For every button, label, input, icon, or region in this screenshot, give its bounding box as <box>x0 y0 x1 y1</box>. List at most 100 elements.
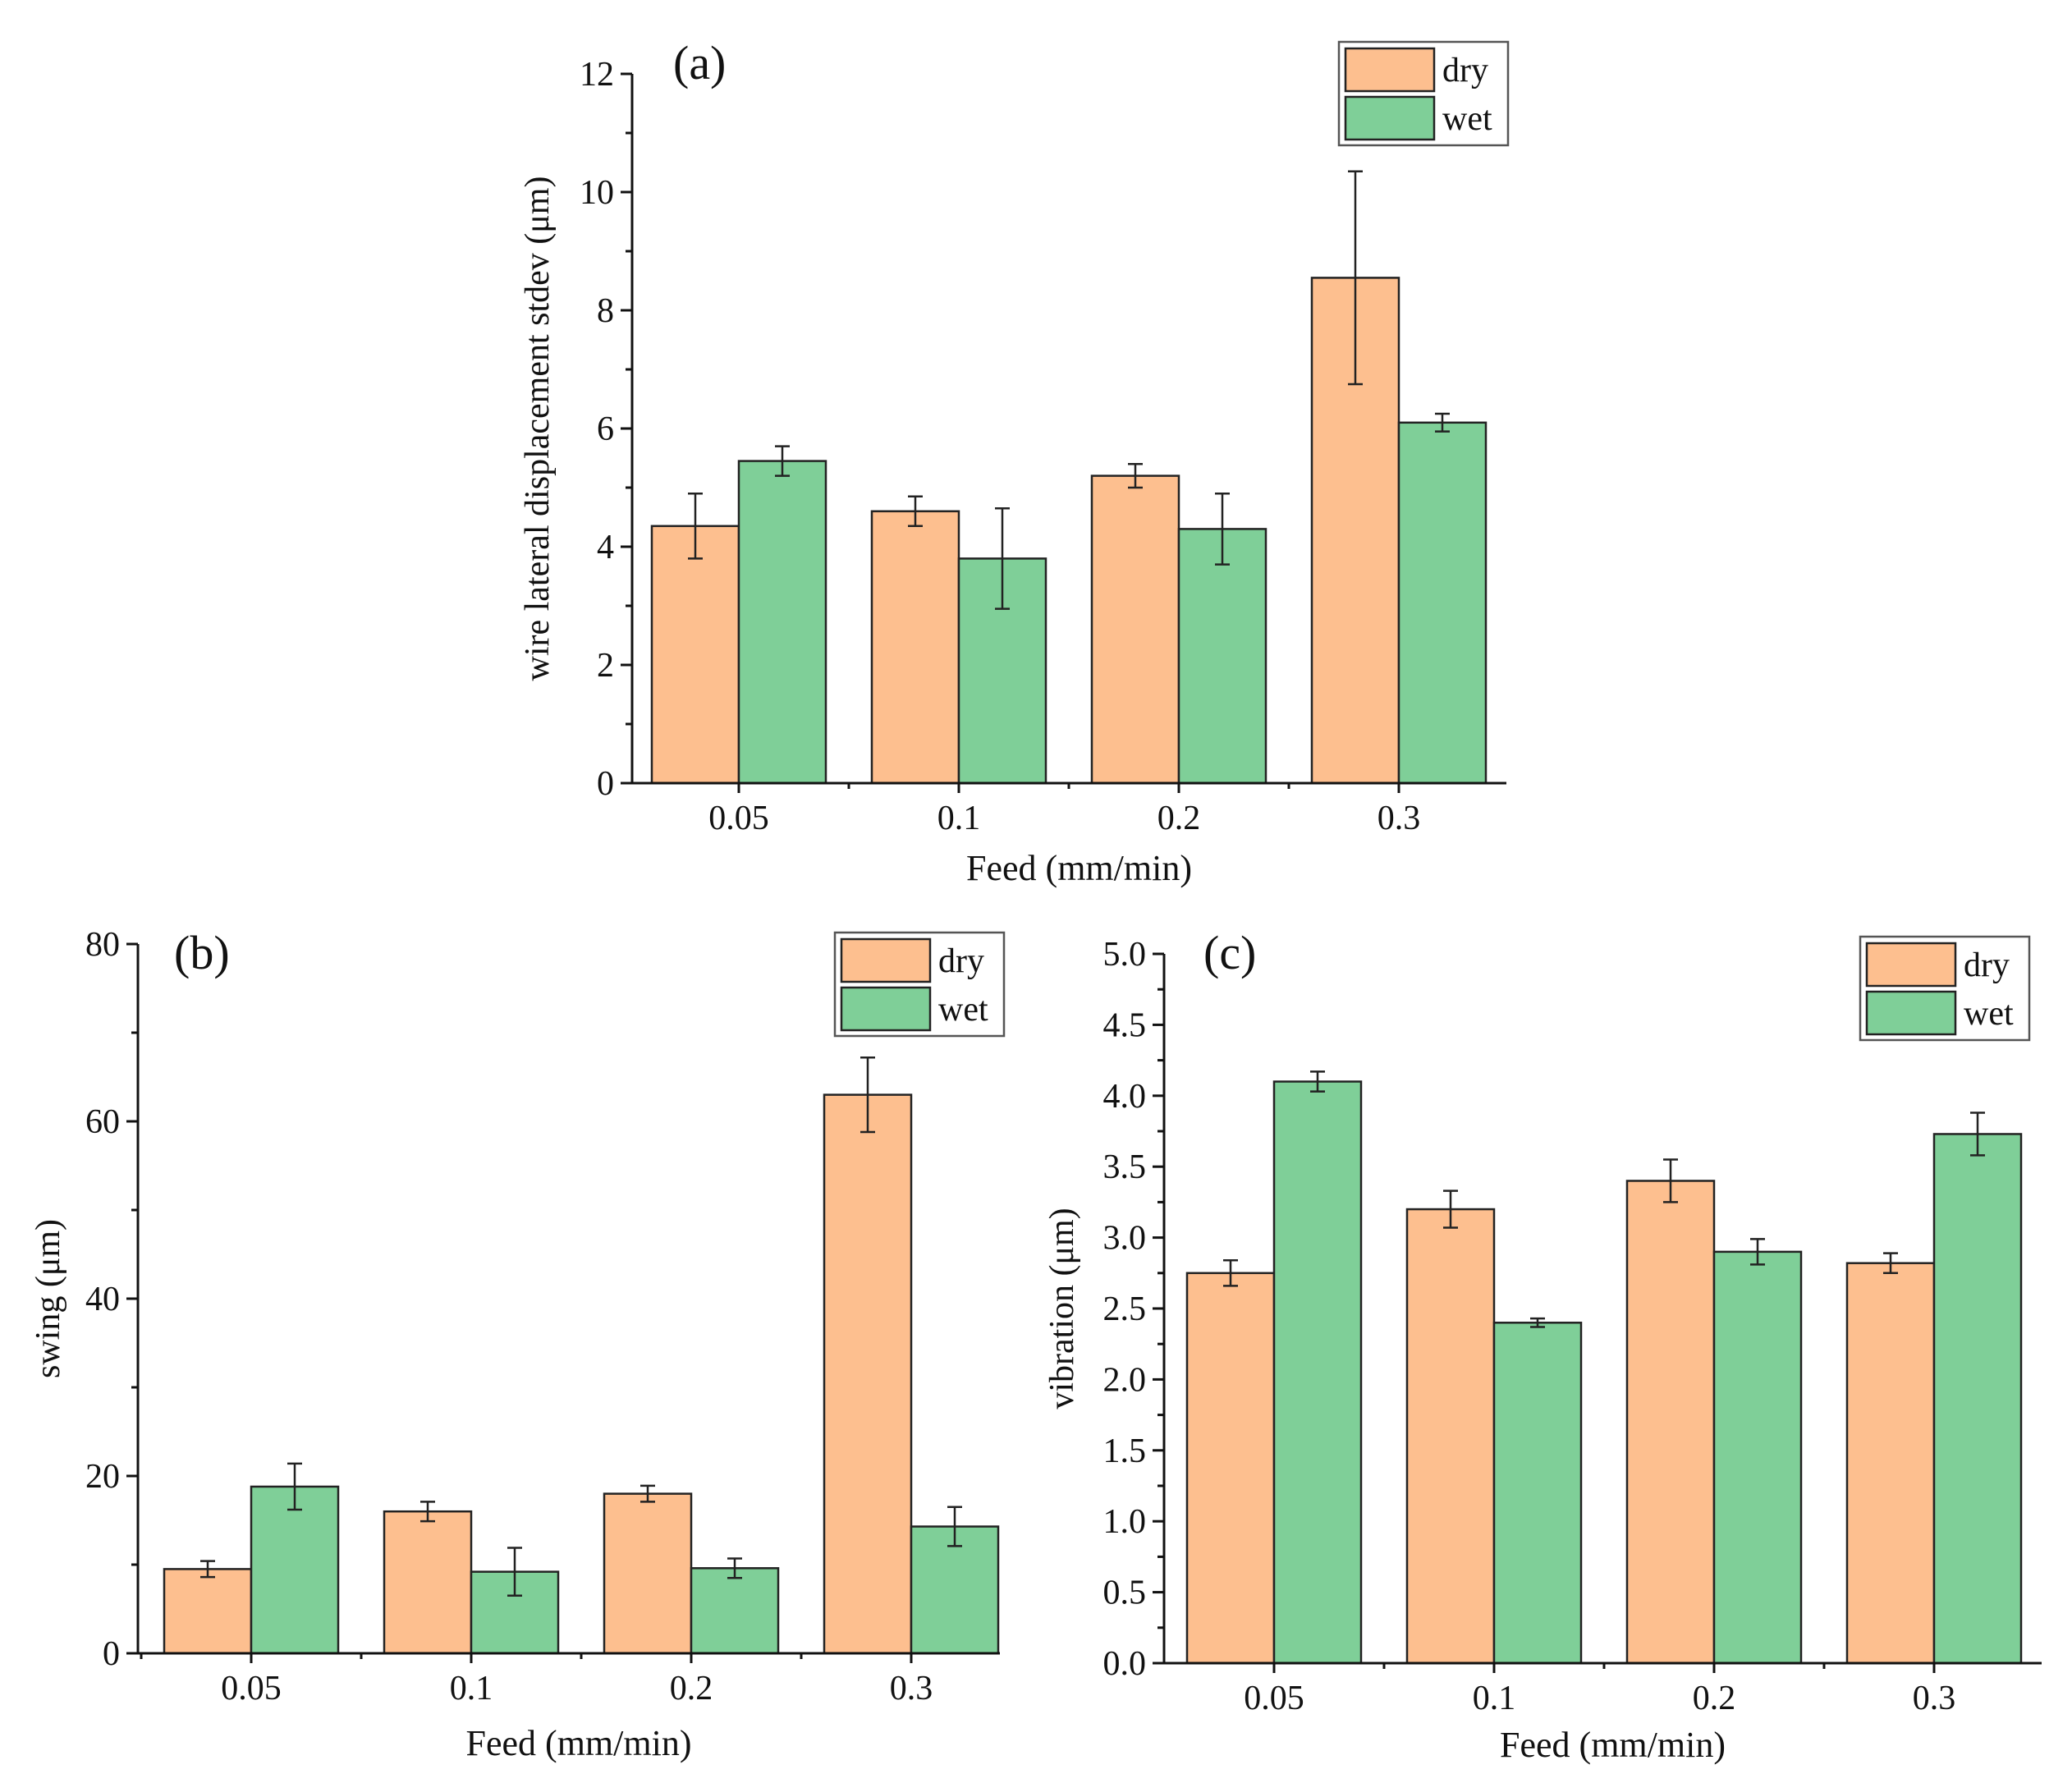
bar-dry-0.05 <box>650 525 740 785</box>
legend-swatch-dry <box>1344 47 1436 93</box>
x-tick-label: 0.3 <box>890 1670 933 1707</box>
y-tick-label: 2 <box>597 647 614 685</box>
bar-dry-0.1 <box>383 1510 473 1655</box>
error-bar-wet-0.2 <box>1215 492 1230 566</box>
y-tick-label: 3.0 <box>1103 1220 1147 1258</box>
y-tick-label: 0.5 <box>1103 1574 1147 1612</box>
y-tick-label: 2.0 <box>1103 1361 1147 1399</box>
legend: dry wet <box>1337 40 1510 147</box>
y-tick-label: 12 <box>580 56 614 94</box>
error-bar-wet-0.3 <box>1435 412 1450 433</box>
bar-wet-0.2 <box>1712 1250 1803 1665</box>
x-tick-label: 0.2 <box>670 1670 713 1707</box>
x-tick-label: 0.1 <box>1473 1680 1516 1717</box>
bar-dry-0.1 <box>1405 1208 1496 1665</box>
bar-wet-0.05 <box>250 1485 340 1655</box>
legend-label-wet: wet <box>1964 995 2014 1033</box>
y-axis-title: vibration (μm) <box>1043 1208 1081 1409</box>
legend: dry wet <box>1859 935 2031 1042</box>
x-axis-title: Feed (mm/min) <box>466 1723 692 1763</box>
error-bar-dry-0.05 <box>688 492 703 560</box>
y-tick-label: 60 <box>85 1103 120 1141</box>
bar-dry-0.3 <box>823 1093 913 1655</box>
x-tick-label: 0.1 <box>450 1670 493 1707</box>
error-bar-wet-0.2 <box>1750 1238 1765 1266</box>
error-bar-dry-0.05 <box>200 1560 215 1579</box>
y-tick-label: 0 <box>103 1635 120 1673</box>
error-bar-wet-0.1 <box>507 1547 522 1597</box>
y-tick-label: 4.5 <box>1103 1006 1147 1044</box>
error-bar-wet-0.1 <box>995 506 1010 610</box>
error-bar-wet-0.1 <box>1530 1317 1545 1328</box>
bar-dry-0.2 <box>603 1492 693 1655</box>
legend-label-dry: dry <box>1964 947 2010 984</box>
error-bar-wet-0.2 <box>727 1557 742 1579</box>
y-tick-label: 10 <box>580 174 614 212</box>
bar-wet-0.2 <box>1177 528 1267 785</box>
bar-wet-0.05 <box>1272 1080 1363 1665</box>
y-tick-label: 20 <box>85 1458 120 1496</box>
y-tick-label: 4.0 <box>1103 1078 1147 1116</box>
y-tick-label: 1.5 <box>1103 1432 1147 1470</box>
panel-label: (a) <box>673 36 726 89</box>
y-tick-label: 40 <box>85 1281 120 1318</box>
panel-c-chart: 0.0 0.5 1.0 1.5 2.0 2.5 3.0 3.5 4.0 4.5 5.0 0.05 0.1… <box>1043 926 2042 1765</box>
error-bar-wet-0.3 <box>1970 1112 1985 1157</box>
y-tick-label: 6 <box>597 410 614 448</box>
x-tick-label: 0.1 <box>937 800 981 837</box>
bar-dry-0.3 <box>1845 1262 1936 1665</box>
legend-swatch-wet <box>1344 95 1436 141</box>
error-bar-dry-0.1 <box>908 495 923 528</box>
y-tick-label: 2.5 <box>1103 1290 1147 1328</box>
error-bar-dry-0.2 <box>1663 1158 1678 1203</box>
legend: dry wet <box>833 931 1006 1038</box>
legend-swatch-wet <box>1865 990 1957 1036</box>
y-tick-label: 1.0 <box>1103 1503 1147 1541</box>
x-tick-label: 0.05 <box>708 800 769 837</box>
x-tick-label: 0.3 <box>1378 800 1421 837</box>
x-tick-label: 0.2 <box>1157 800 1201 837</box>
legend-label-dry: dry <box>938 942 984 980</box>
error-bar-dry-0.2 <box>1128 462 1143 489</box>
error-bar-dry-0.05 <box>1223 1259 1238 1287</box>
error-bar-dry-0.3 <box>860 1056 875 1134</box>
bar-wet-0.1 <box>1492 1322 1583 1665</box>
legend-swatch-dry <box>1865 942 1957 988</box>
y-axis-title: wire lateral displacement stdev (μm) <box>519 176 557 681</box>
legend-label-wet: wet <box>938 991 988 1029</box>
x-tick-label: 0.3 <box>1913 1680 1956 1717</box>
panel-label: (c) <box>1203 926 1256 979</box>
legend-swatch-dry <box>840 937 932 983</box>
y-axis-title: swing (μm) <box>30 1219 67 1378</box>
x-axis-title: Feed (mm/min) <box>966 848 1192 888</box>
y-tick-label: 5.0 <box>1103 936 1147 974</box>
error-bar-dry-0.1 <box>1443 1189 1458 1229</box>
error-bar-wet-0.3 <box>947 1506 962 1547</box>
y-tick-label: 0 <box>597 765 614 803</box>
x-axis-title: Feed (mm/min) <box>1500 1725 1726 1765</box>
y-tick-label: 0.0 <box>1103 1645 1147 1683</box>
error-bar-dry-0.3 <box>1883 1252 1898 1275</box>
legend-label-dry: dry <box>1442 52 1488 89</box>
y-tick-label: 4 <box>597 529 614 566</box>
bar-dry-0.1 <box>870 510 960 785</box>
y-tick-label: 8 <box>597 292 614 330</box>
error-bar-wet-0.05 <box>287 1462 302 1511</box>
error-bar-dry-0.1 <box>420 1501 435 1523</box>
panel-label: (b) <box>174 926 230 979</box>
x-tick-label: 0.05 <box>1244 1680 1304 1717</box>
legend-label-wet: wet <box>1442 100 1492 138</box>
error-bar-dry-0.3 <box>1348 170 1363 386</box>
y-tick-label: 80 <box>85 926 120 964</box>
bar-wet-0.05 <box>737 460 827 785</box>
bar-wet-0.2 <box>690 1567 780 1655</box>
bar-dry-0.2 <box>1090 474 1180 785</box>
panel-a-chart: 0 2 4 6 8 10 12 0.05 0.1 0.2 0.3 Feed (mm/min) wire … <box>519 36 1510 888</box>
bar-dry-0.05 <box>163 1568 253 1655</box>
bar-wet-0.3 <box>1397 421 1488 785</box>
y-tick-label: 3.5 <box>1103 1148 1147 1186</box>
bar-wet-0.3 <box>1932 1133 2023 1665</box>
error-bar-dry-0.2 <box>640 1484 655 1503</box>
x-tick-label: 0.2 <box>1693 1680 1736 1717</box>
x-tick-label: 0.05 <box>221 1670 282 1707</box>
